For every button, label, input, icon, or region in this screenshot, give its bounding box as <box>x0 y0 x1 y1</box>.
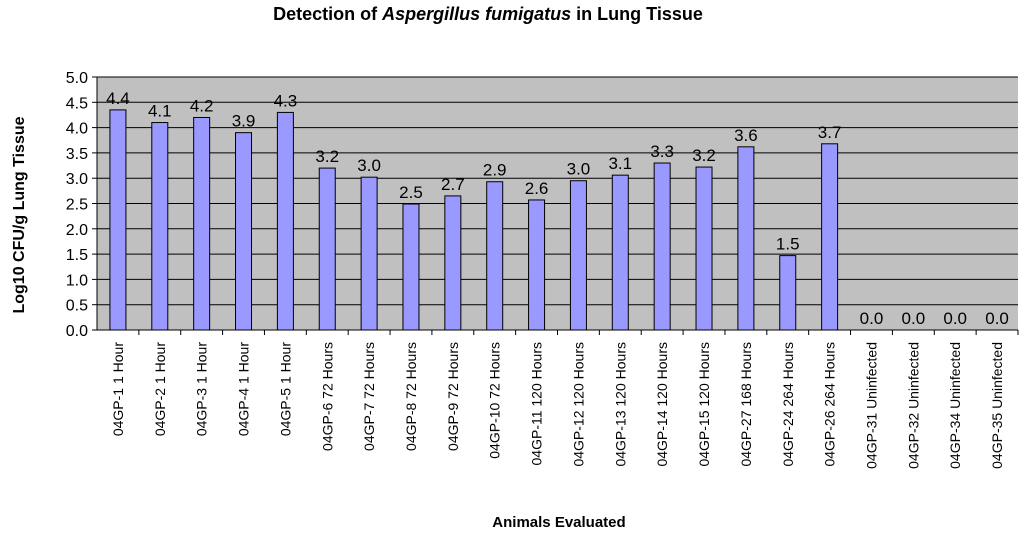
x-tick-label: 04GP-6 72 Hours <box>319 342 335 451</box>
x-tick-label: 04GP-35 Uninfected <box>989 342 1005 469</box>
data-label: 4.4 <box>106 89 130 108</box>
data-label: 1.5 <box>776 235 800 254</box>
data-label: 3.3 <box>650 142 674 161</box>
data-labels: 4.4 4.1 4.2 3.9 4.3 3.2 3.0 2.5 2.7 2.9 2.6 3.0 3.1 3… <box>106 89 1009 328</box>
data-label: 3.7 <box>818 123 842 142</box>
chart-title-italic: Aspergillus fumigatus <box>382 4 572 24</box>
bar <box>528 199 546 331</box>
x-tick-label: 04GP-31 Uninfected <box>863 342 879 469</box>
data-label: 2.7 <box>441 175 465 194</box>
bar <box>569 180 587 331</box>
x-tick-label: 04GP-8 72 Hours <box>403 342 419 451</box>
data-label: 4.3 <box>274 91 298 110</box>
y-tick-label: 2.5 <box>66 197 88 214</box>
x-tick-label: 04GP-34 Uninfected <box>947 342 963 469</box>
data-label: 4.2 <box>190 96 214 115</box>
bars <box>109 109 839 331</box>
x-tick-label: 04GP-5 1 Hour <box>277 342 293 436</box>
data-label: 3.6 <box>734 126 758 145</box>
bar <box>109 109 127 331</box>
y-tick-label: 1.0 <box>66 272 88 289</box>
y-tick-label: 3.0 <box>66 171 88 188</box>
data-label: 3.0 <box>357 156 381 175</box>
x-tick-label: 04GP-15 120 Hours <box>696 342 712 467</box>
data-label: 2.9 <box>483 161 507 180</box>
data-label: 3.2 <box>315 147 339 166</box>
x-tick-label: 04GP-14 120 Hours <box>654 342 670 467</box>
bar <box>695 166 713 331</box>
y-tick-label: 2.0 <box>66 222 88 239</box>
data-label: 2.6 <box>525 179 549 198</box>
data-label: 0.0 <box>943 309 967 328</box>
data-label: 2.5 <box>399 183 423 202</box>
x-tick-label: 04GP-4 1 Hour <box>236 342 252 436</box>
x-tick-label: 04GP-2 1 Hour <box>152 342 168 436</box>
bar <box>486 181 504 331</box>
bar <box>402 203 420 331</box>
bar <box>779 255 797 331</box>
x-tick-label: 04GP-11 120 Hours <box>529 342 545 465</box>
x-tick-labels: 04GP-1 1 Hour 04GP-2 1 Hour 04GP-3 1 Hour 0… <box>110 330 1019 469</box>
bar <box>611 174 629 331</box>
y-tick-label: 4.5 <box>66 95 88 112</box>
y-tick-label: 3.5 <box>66 146 88 163</box>
data-label: 3.1 <box>608 154 632 173</box>
bar <box>276 111 294 331</box>
y-tick-labels: 0.0 0.5 1.0 1.5 2.0 2.5 3.0 3.5 4.0 4.5 5.0 <box>66 70 88 340</box>
bar <box>318 167 336 331</box>
y-axis-label: Log10 CFU/g Lung Tissue <box>11 116 28 313</box>
data-label: 3.0 <box>567 160 591 179</box>
x-tick-label: 04GP-9 72 Hours <box>445 342 461 451</box>
x-tick-label: 04GP-12 120 Hours <box>570 342 586 467</box>
x-tick-label: 04GP-26 264 Hours <box>822 342 838 467</box>
x-tick-label: 04GP-10 72 Hours <box>487 342 503 459</box>
data-label: 0.0 <box>985 309 1009 328</box>
bar <box>151 122 169 331</box>
bar <box>235 132 253 331</box>
data-label: 0.0 <box>902 309 926 328</box>
x-tick-label: 04GP-27 168 Hours <box>738 342 754 467</box>
y-tick-label: 1.5 <box>66 247 88 264</box>
x-axis-label: Animals Evaluated <box>492 514 625 531</box>
bar <box>737 146 755 331</box>
chart-title-suffix: in Lung Tissue <box>571 4 703 24</box>
y-tick-label: 5.0 <box>66 70 88 87</box>
data-label: 4.1 <box>148 102 172 121</box>
data-label: 3.9 <box>232 112 256 131</box>
x-tick-label: 04GP-7 72 Hours <box>361 342 377 451</box>
y-tick-label: 4.0 <box>66 121 88 138</box>
y-tick-label: 0.5 <box>66 298 88 315</box>
x-tick-label: 04GP-32 Uninfected <box>905 342 921 469</box>
x-tick-label: 04GP-1 1 Hour <box>110 342 126 436</box>
bar <box>444 195 462 331</box>
data-label: 0.0 <box>860 309 884 328</box>
x-tick-label: 04GP-24 264 Hours <box>780 342 796 467</box>
x-tick-label: 04GP-3 1 Hour <box>194 342 210 436</box>
data-label: 3.2 <box>692 146 716 165</box>
bar <box>193 116 211 331</box>
x-tick-label: 04GP-13 120 Hours <box>612 342 628 467</box>
bar <box>821 143 839 331</box>
bar <box>360 176 378 331</box>
y-tick-label: 0.0 <box>66 323 88 340</box>
bar <box>653 162 671 331</box>
chart-title-prefix: Detection of <box>273 4 383 24</box>
chart-title: Detection of Aspergillus fumigatus in Lu… <box>0 4 976 25</box>
